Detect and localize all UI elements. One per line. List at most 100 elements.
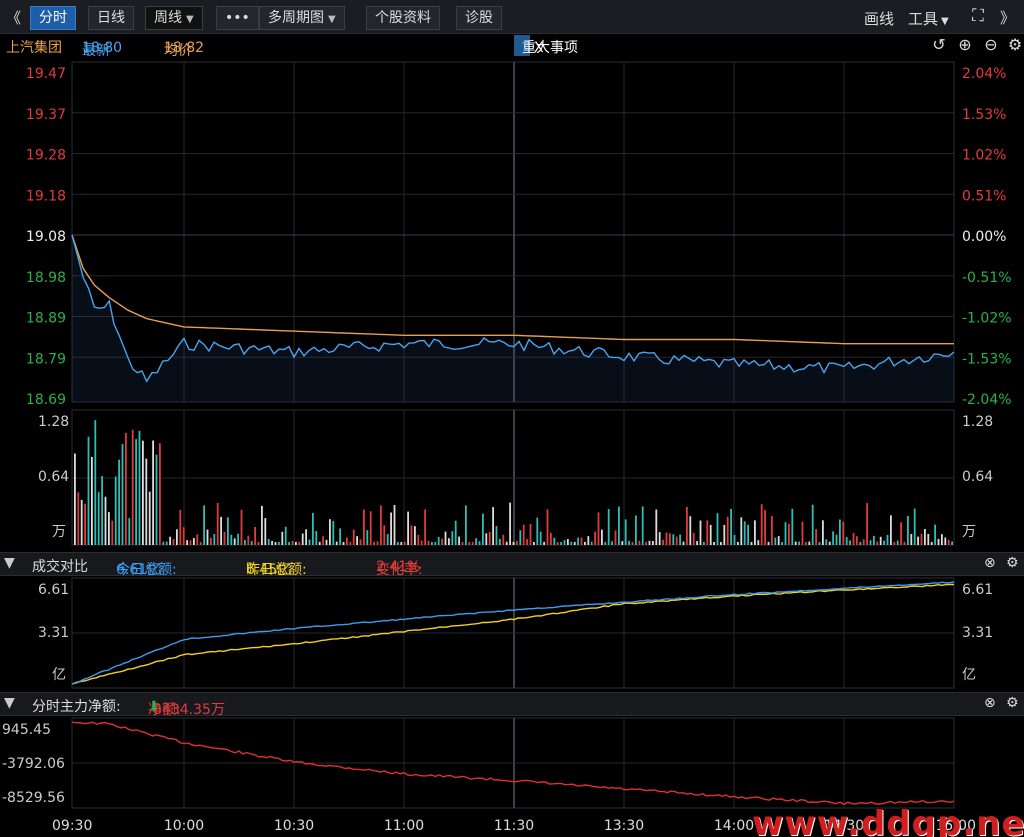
event-tag[interactable]: 重大事项 X <box>514 35 578 56</box>
chevron-down-icon: ▼ <box>186 14 194 25</box>
volume-bar <box>128 518 131 545</box>
close-icon[interactable]: ⊗ <box>984 695 996 711</box>
volume-bar <box>465 505 467 545</box>
capital-header: ▼ 分时主力净额: 净额: -8434.35万 ⬇ ⊗ ⚙ <box>0 692 1024 718</box>
price-area <box>72 235 954 402</box>
volume-bar <box>312 512 314 545</box>
volume-bar <box>254 527 256 545</box>
volume-bar <box>451 531 454 545</box>
price-axis-left: 19.47 19.37 19.28 19.18 19.08 18.98 18.89 18.79… <box>26 66 66 408</box>
volume-bar <box>118 459 120 545</box>
volume-bar <box>427 540 430 545</box>
volume-bar <box>628 540 630 545</box>
draw-line-button[interactable]: 画线 <box>864 10 895 28</box>
volume-bar <box>390 512 392 545</box>
volume-bar <box>250 541 253 545</box>
volume-bar <box>233 538 236 545</box>
volume-bar <box>373 541 375 545</box>
more-button[interactable]: ••• <box>216 6 259 30</box>
volume-bar <box>196 534 199 545</box>
volume-bar <box>414 526 416 545</box>
volume-bar <box>794 541 797 545</box>
collapse-icon[interactable]: ▼ <box>4 555 15 571</box>
volume-bar <box>240 509 243 545</box>
percent-tick-label: -1.53% <box>962 351 1012 367</box>
volume-bar <box>148 491 151 545</box>
volume-bar <box>788 523 790 545</box>
volume-bar <box>913 508 916 545</box>
volume-bar <box>356 536 358 545</box>
chevron-down-icon: ▼ <box>941 16 949 27</box>
volume-bar <box>220 516 222 545</box>
today-amount-line <box>71 581 955 685</box>
volume-bar <box>896 540 899 545</box>
tab-daily[interactable]: 日线 <box>88 6 134 30</box>
compare-axis-unit-right: 亿 <box>962 667 976 683</box>
tools-button[interactable]: 工具 ▼ <box>908 8 949 29</box>
volume-bar <box>138 431 141 545</box>
volume-bar <box>801 521 804 545</box>
volume-bar <box>675 536 678 545</box>
volume-bar <box>553 537 556 545</box>
back-icon[interactable]: 《 <box>6 9 22 27</box>
volume-bar <box>798 541 800 545</box>
close-icon[interactable]: ⊗ <box>984 555 996 571</box>
percent-tick-label: 1.02% <box>962 148 1006 164</box>
tab-stock-info[interactable]: 个股资料 <box>366 6 440 30</box>
volume-bar <box>359 539 362 545</box>
volume-bar <box>339 528 341 545</box>
volume-bar <box>322 536 324 545</box>
volume-bar <box>818 542 821 545</box>
volume-bar <box>927 534 930 545</box>
volume-bar <box>162 541 165 545</box>
undo-icon[interactable]: ↺ <box>932 35 946 54</box>
volume-bar <box>74 453 76 545</box>
price-tick-label: 19.47 <box>26 66 66 82</box>
volume-bar <box>155 454 158 545</box>
volume-bar <box>526 539 528 545</box>
volume-bar <box>403 541 406 545</box>
volume-bar <box>760 504 763 545</box>
volume-bar <box>730 508 732 545</box>
forward-icon[interactable]: 》 <box>1000 9 1016 27</box>
volume-bar <box>784 522 787 545</box>
gear-icon[interactable]: ⚙ <box>1006 695 1019 711</box>
chevron-down-icon: ▼ <box>328 14 336 25</box>
volume-bar <box>587 536 590 545</box>
volume-bar <box>376 541 379 545</box>
volume-bar <box>706 520 709 545</box>
volume-bar <box>237 533 239 545</box>
volume-bar <box>342 542 345 545</box>
compare-axis-top-left: 6.61 <box>38 582 69 598</box>
close-icon[interactable]: X <box>534 40 544 56</box>
volume-bar <box>335 541 338 545</box>
volume-bar <box>869 540 872 545</box>
volume-bar <box>757 540 760 545</box>
volume-bar <box>590 541 593 545</box>
panel-frame <box>71 717 955 809</box>
volume-bar <box>91 456 93 545</box>
event-tag-label: 重大事项 <box>522 40 578 56</box>
tab-multi-period[interactable]: 多周期图 ▼ <box>259 6 345 30</box>
tab-weekly[interactable]: 周线 ▼ <box>145 6 203 30</box>
zoom-in-icon[interactable]: ⊕ <box>958 35 972 54</box>
volume-bar <box>903 541 906 545</box>
fullscreen-icon[interactable]: ⛶ <box>972 6 984 26</box>
volume-bar <box>291 541 294 545</box>
gear-icon[interactable]: ⚙ <box>1007 35 1023 54</box>
capital-axis-mid: -3792.06 <box>2 756 65 772</box>
compare-title: 成交对比 <box>32 559 88 575</box>
zoom-out-icon[interactable]: ⊖ <box>984 35 998 54</box>
volume-bar <box>866 503 868 545</box>
gear-icon[interactable]: ⚙ <box>1006 555 1019 571</box>
volume-bar <box>781 542 783 545</box>
volume-bar <box>805 542 807 545</box>
collapse-icon[interactable]: ▼ <box>4 695 15 711</box>
tab-intraday[interactable]: 分时 <box>30 6 76 30</box>
volume-bar <box>811 504 814 545</box>
volume-bar <box>839 519 841 545</box>
volume-bar <box>573 541 576 545</box>
percent-tick-label: 2.04% <box>962 66 1006 82</box>
percent-tick-label: -0.51% <box>962 270 1012 286</box>
tab-diagnosis[interactable]: 诊股 <box>456 6 502 30</box>
